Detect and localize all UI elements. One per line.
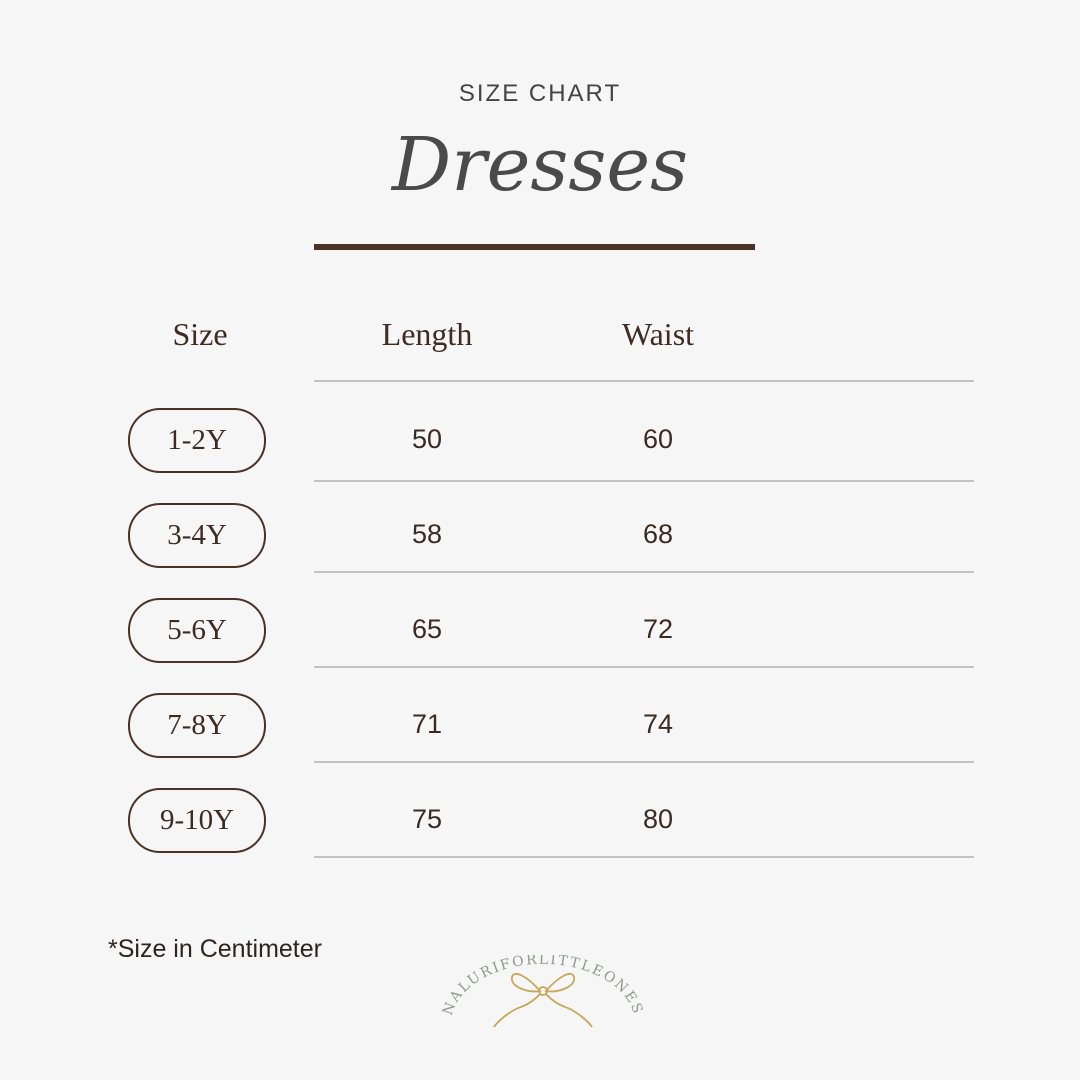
- row-divider: [314, 761, 974, 763]
- size-pill: 7-8Y: [128, 693, 266, 758]
- title-divider: [314, 244, 755, 250]
- size-pill: 5-6Y: [128, 598, 266, 663]
- length-cell: 71: [411, 709, 443, 739]
- waist-cell: 74: [642, 709, 674, 739]
- footnote: *Size in Centimeter: [108, 935, 322, 963]
- size-pill: 9-10Y: [128, 788, 266, 853]
- length-cell: 58: [411, 519, 443, 549]
- row-divider: [314, 856, 974, 858]
- page-title: Dresses: [391, 122, 689, 208]
- row-divider: [314, 480, 974, 482]
- eyebrow-label: SIZE CHART: [458, 80, 622, 107]
- waist-cell: 72: [642, 614, 674, 644]
- length-cell: 50: [411, 424, 443, 454]
- size-pill: 1-2Y: [128, 408, 266, 473]
- brand-logo: NALURIFORLITTLEONES: [438, 952, 648, 1035]
- column-header-size: Size: [172, 316, 228, 352]
- column-header-waist: Waist: [621, 316, 695, 352]
- bow-icon: [493, 972, 593, 1028]
- waist-cell: 80: [642, 804, 674, 834]
- size-pill: 3-4Y: [128, 503, 266, 568]
- length-cell: 65: [411, 614, 443, 644]
- column-header-length: Length: [381, 316, 473, 352]
- row-divider: [314, 380, 974, 382]
- waist-cell: 68: [642, 519, 674, 549]
- length-cell: 75: [411, 804, 443, 834]
- row-divider: [314, 571, 974, 573]
- row-divider: [314, 666, 974, 668]
- waist-cell: 60: [642, 424, 674, 454]
